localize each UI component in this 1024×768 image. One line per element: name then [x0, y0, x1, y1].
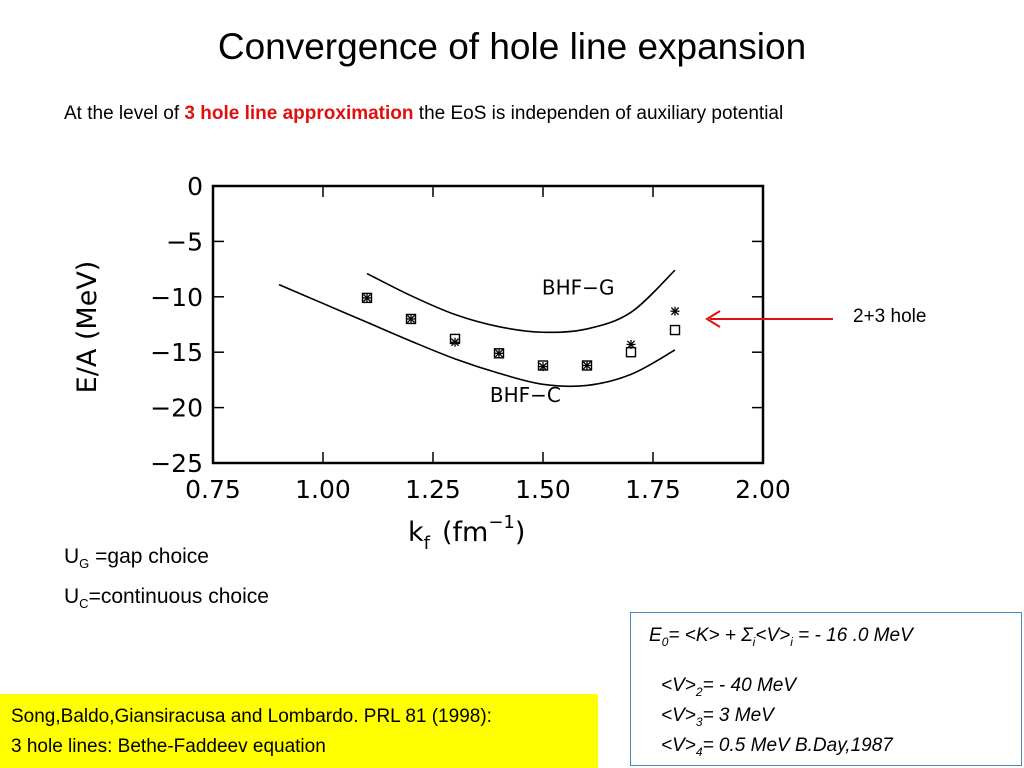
square-marker [625, 346, 637, 358]
v3-a: <V> [661, 705, 696, 726]
e0-b-sub: i [752, 634, 756, 649]
series-layer [278, 269, 681, 388]
reference-line-2: 3 hole lines: Bethe-Faddeev equation [11, 736, 326, 757]
star-stroke [450, 338, 460, 347]
x-axis-label: kf (fm−1) [408, 512, 525, 554]
e0-d: = - 16 .0 MeV [792, 625, 913, 646]
x-tick-label: 1.00 [295, 475, 351, 504]
v2-sub: 2 [695, 684, 703, 699]
e0-b: = <K> + Σ [668, 625, 753, 646]
note-continuous-choice: UC=continuous choice [64, 580, 269, 620]
formula-v3: <V>3= 3 MeV [661, 705, 774, 729]
star-marker [538, 362, 548, 372]
subtitle-post: the EoS is independen of auxiliary poten… [413, 103, 784, 124]
x-tick-labels: 0.75 1.00 1.25 1.50 1.75 2.00 [185, 475, 791, 504]
energy-formula-box: E0= <K> + Σi<V>i = - 16 .0 MeV <V>2= - 4… [630, 612, 1022, 766]
slide-title: Convergence of hole line expansion [217, 26, 807, 67]
v3-sub: 3 [695, 714, 703, 729]
star-stroke [494, 349, 504, 358]
note-gap-choice: UG =gap choice [64, 540, 269, 580]
x-label-close: ) [515, 517, 526, 548]
star-marker [670, 306, 680, 316]
x-tick-label: 0.75 [185, 475, 241, 504]
star-stroke [406, 314, 416, 324]
e0-c: <V> [755, 625, 791, 646]
curve-labels: BHF−G BHF−C [490, 276, 615, 407]
e0-c-sub: i [790, 634, 793, 649]
y-tick-label: −20 [150, 394, 203, 423]
y-tick-label: −10 [150, 283, 203, 312]
formula-e0: E0= <K> + Σi<V>i = - 16 .0 MeV [649, 625, 913, 649]
star-marker [406, 314, 416, 324]
potential-notes: UG =gap choice UC=continuous choice [64, 540, 269, 620]
y-axis-label: E/A (MeV) [72, 261, 103, 394]
x-tick-label: 2.00 [735, 475, 791, 504]
x-tick-label: 1.50 [515, 475, 571, 504]
star-marker [450, 337, 460, 347]
y-tick-label: −15 [150, 338, 203, 367]
x-label-sub: f [424, 533, 431, 554]
star-stroke [538, 362, 548, 371]
eos-chart: 0 −5 −10 −15 −20 −25 0.75 1.00 1.25 1.50 1.75 2.00… [72, 172, 791, 554]
star-marker [362, 293, 372, 303]
plot-frame [211, 184, 765, 465]
formula-v4: <V>4= 0.5 MeV B.Day,1987 [661, 735, 893, 759]
star-stroke [626, 340, 636, 349]
x-label-exp: −1 [488, 512, 515, 533]
note-ug-text: =gap choice [89, 545, 209, 568]
note-ug-sub: G [79, 556, 90, 572]
x-tick-label: 1.25 [405, 475, 461, 504]
formula-v2: <V>2= - 40 MeV [661, 675, 796, 699]
axis-ticks [212, 185, 764, 464]
star-marker [626, 339, 636, 349]
y-tick-label: −25 [150, 449, 203, 478]
y-tick-label: 0 [187, 172, 203, 201]
v2-b: = - 40 MeV [702, 675, 797, 696]
note-ug-letter: U [64, 545, 80, 568]
note-uc-letter: U [64, 585, 80, 609]
x-label-unit: (fm [442, 517, 488, 548]
star-stroke [362, 293, 372, 302]
annotation-label: 2+3 hole [853, 306, 927, 327]
square-marker [669, 324, 681, 336]
series-line-1 [278, 283, 676, 388]
v2-a: <V> [661, 675, 696, 696]
x-tick-label: 1.75 [625, 475, 681, 504]
v3-b: = 3 MeV [702, 705, 774, 726]
reference-box: Song,Baldo,Giansiracusa and Lombardo. PR… [0, 694, 598, 768]
v4-b: = 0.5 MeV B.Day,1987 [702, 735, 893, 756]
star-stroke [670, 307, 680, 316]
x-label-k: k [408, 517, 424, 548]
note-uc-sub: C [79, 596, 89, 612]
slide-subtitle: At the level of 3 hole line approximatio… [64, 103, 783, 125]
note-uc-text: =continuous choice [88, 585, 269, 609]
e0-a-sub: 0 [661, 634, 669, 649]
reference-line-1: Song,Baldo,Giansiracusa and Lombardo. PR… [11, 706, 492, 727]
y-tick-labels: 0 −5 −10 −15 −20 −25 [150, 172, 203, 478]
v4-sub: 4 [695, 744, 703, 759]
subtitle-highlight: 3 hole line approximation [184, 103, 414, 124]
curve-label: BHF−C [490, 383, 561, 407]
arrow-head [705, 310, 721, 328]
series-line-0 [366, 269, 676, 334]
curve-label: BHF−G [542, 276, 615, 300]
v4-a: <V> [661, 735, 696, 756]
star-marker [494, 348, 504, 358]
subtitle-pre: At the level of [64, 103, 185, 124]
y-tick-label: −5 [166, 227, 203, 256]
e0-a: E [649, 625, 662, 646]
star-marker [582, 360, 592, 370]
star-stroke [582, 361, 592, 370]
annotation-arrow [705, 310, 833, 328]
